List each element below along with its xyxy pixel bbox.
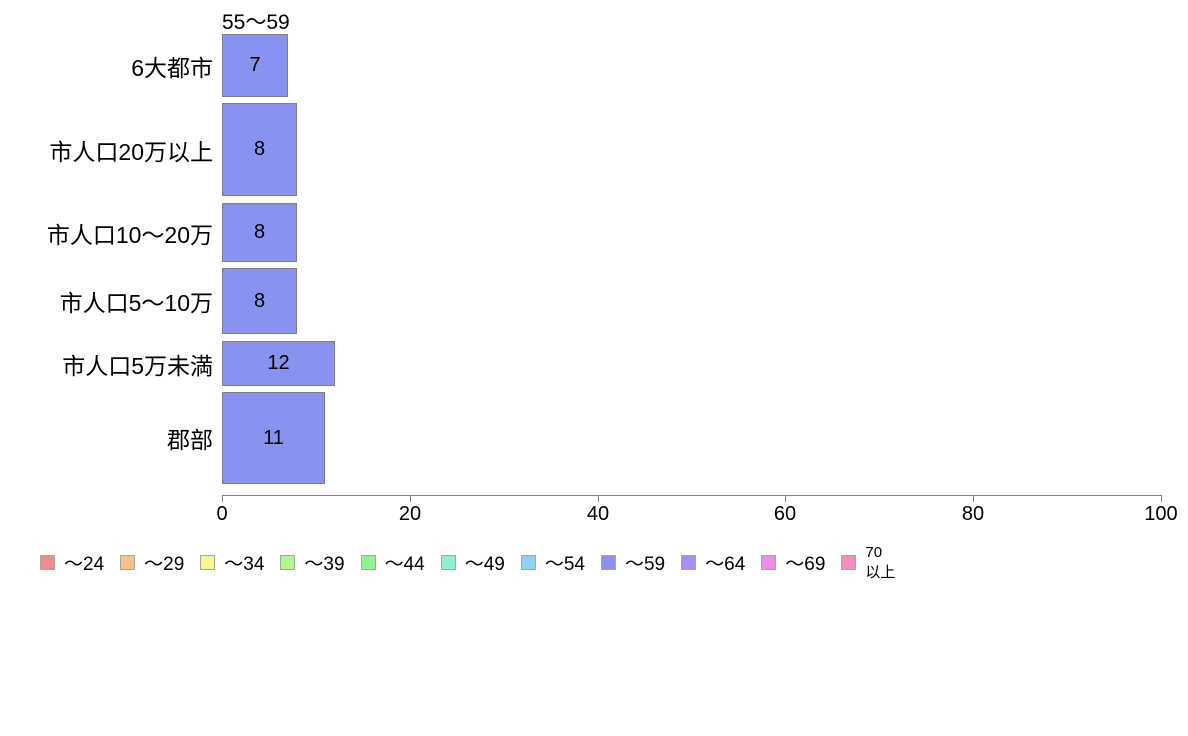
bar-value-label: 11 [263,426,284,449]
bar-value-label: 12 [267,352,290,374]
legend-item: 〜34 [200,549,264,576]
category-label: 市人口5万未満 [62,352,213,379]
legend-swatch [761,555,777,571]
x-axis-tick-label: 100 [1144,503,1178,525]
x-axis-tick-label: 20 [398,503,422,525]
legend-swatch [120,555,136,571]
category-label: 市人口5〜10万 [59,290,213,316]
legend-item: 〜64 [681,549,745,576]
x-axis-tick-label: 60 [773,503,797,525]
legend-label: 70 以上 [865,544,896,581]
bar-value-label: 8 [253,221,266,243]
legend-swatch [600,555,616,571]
category-label: 郡部 [167,427,213,453]
bar: 11 [222,392,325,484]
legend-label: 〜24 [64,554,105,576]
legend-item: 70 以上 [841,543,895,583]
x-axis-tick [1161,495,1162,502]
legend-item: 〜24 [40,549,104,576]
x-axis-tick [410,495,411,502]
x-axis-tick [598,495,599,502]
category-label: 6大都市 [131,54,213,81]
legend-label: 〜69 [785,554,826,576]
legend-item: 〜54 [520,549,585,576]
legend-swatch [200,555,216,571]
legend-label: 〜44 [384,554,425,576]
legend-label: 〜64 [705,554,746,576]
legend-label: 〜29 [144,554,185,576]
legend-label: 〜39 [304,554,345,576]
legend-item: 〜39 [280,549,345,576]
bar-value-label: 8 [253,289,266,312]
category-label: 市人口20万以上 [49,138,213,165]
x-axis-tick-label: 0 [216,503,228,525]
legend-swatch [681,555,697,571]
legend-swatch [360,555,376,571]
legend: 〜24 〜29 〜34 〜39 〜44 〜49 〜54 〜59 〜64 〜69 70 以上 [40,543,895,583]
legend-swatch [841,555,857,571]
legend-swatch [440,555,456,571]
legend-label: 〜49 [464,554,505,576]
legend-swatch [520,555,536,571]
bar: 12 [222,341,335,386]
bar: 7 [222,34,288,97]
x-axis-tick-label: 80 [961,503,985,525]
legend-item: 〜49 [440,549,505,576]
bar: 8 [222,203,297,262]
bar: 8 [222,103,297,196]
legend-swatch [280,555,296,571]
legend-item: 〜44 [360,549,425,576]
category-label: 市人口10〜20万 [46,221,213,248]
bar: 8 [222,268,297,334]
x-axis-tick [222,495,223,502]
bar-value-label: 8 [253,138,266,160]
x-axis-tick [785,495,786,502]
legend-item: 〜29 [120,549,184,576]
legend-label: 〜59 [624,554,666,576]
x-axis-tick-label: 40 [586,503,610,525]
legend-item: 〜69 [761,549,825,576]
legend-label: 〜34 [224,554,265,576]
legend-item: 〜59 [600,549,666,576]
chart-title: 55〜59 [222,11,290,34]
bar-value-label: 7 [249,54,261,76]
x-axis-tick [973,495,974,502]
x-axis-line [222,495,1162,496]
legend-label: 〜54 [544,554,585,576]
legend-swatch [40,555,55,571]
